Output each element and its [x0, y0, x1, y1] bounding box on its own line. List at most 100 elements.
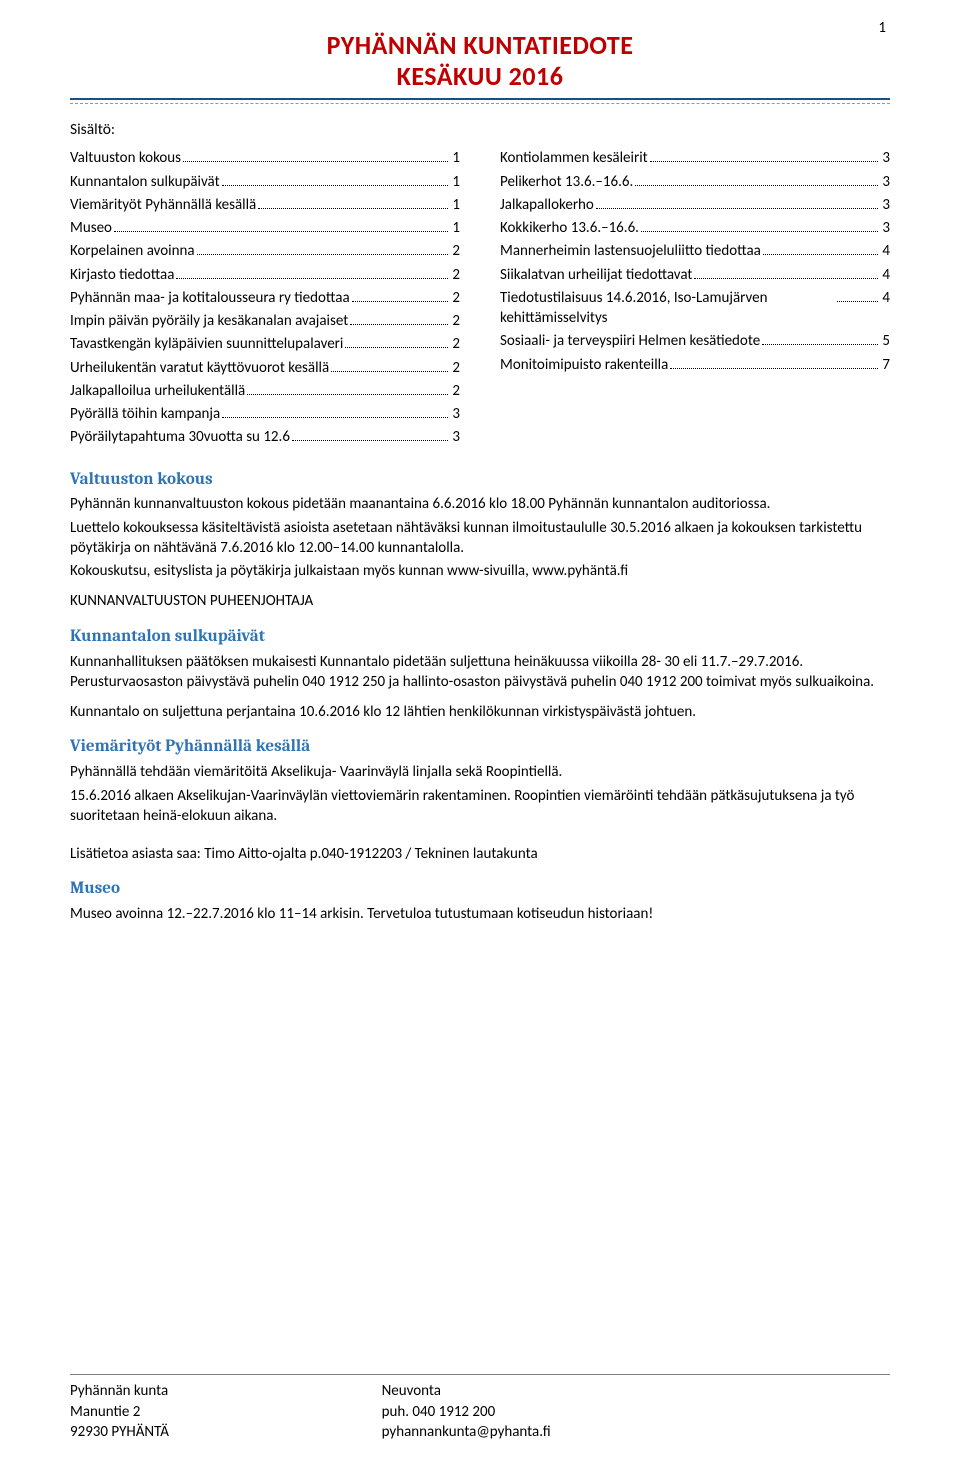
- toc-label: Sisältö:: [70, 120, 890, 141]
- toc-entry-label: Kontiolammen kesäleirit: [500, 148, 648, 168]
- body-text: Pyhännällä tehdään viemäritöitä Akseliku…: [70, 762, 890, 782]
- toc-entry-label: Pyörällä töihin kampanja: [70, 404, 220, 424]
- toc-entry-label: Korpelainen avoinna: [70, 241, 195, 261]
- toc-entry-page: 3: [882, 148, 890, 168]
- toc-leader-dots: [352, 301, 449, 302]
- toc-entry-label: Jalkapalloilua urheilukentällä: [70, 381, 245, 401]
- toc-entry-page: 2: [452, 265, 460, 285]
- toc-entry[interactable]: Mannerheimin lastensuojeluliitto tiedott…: [500, 241, 890, 261]
- toc-leader-dots: [258, 208, 448, 209]
- toc-entry-label: Tiedotustilaisuus 14.6.2016, Iso-Lamujär…: [500, 288, 835, 329]
- toc-entry-page: 1: [452, 218, 460, 238]
- toc-leader-dots: [345, 347, 448, 348]
- footer-address1: Manuntie 2: [70, 1402, 382, 1422]
- toc-entry-page: 3: [882, 172, 890, 192]
- toc-entry[interactable]: Siikalatvan urheilijat tiedottavat 4: [500, 265, 890, 285]
- toc-entry-label: Jalkapallokerho: [500, 195, 594, 215]
- toc-entry-page: 4: [882, 241, 890, 261]
- toc-column-right: Kontiolammen kesäleirit3Pelikerhot 13.6.…: [500, 145, 890, 450]
- toc-entry-page: 3: [882, 218, 890, 238]
- toc-entry-label: Monitoimipuisto rakenteilla: [500, 355, 668, 375]
- toc-leader-dots: [596, 208, 879, 209]
- toc-entry-label: Pyhännän maa- ja kotitalousseura ry tied…: [70, 288, 350, 308]
- toc-leader-dots: [176, 278, 448, 279]
- toc-entry-label: Museo: [70, 218, 112, 238]
- toc-leader-dots: [114, 231, 448, 232]
- footer-address2: 92930 PYHÄNTÄ: [70, 1422, 382, 1442]
- toc-leader-dots: [222, 417, 448, 418]
- section-title-viemari: Viemärityöt Pyhännällä kesällä: [70, 736, 890, 759]
- toc-entry-page: 2: [452, 241, 460, 261]
- toc-entry-page: 4: [882, 288, 890, 308]
- toc-leader-dots: [197, 254, 449, 255]
- toc-entry[interactable]: Monitoimipuisto rakenteilla 7: [500, 355, 890, 375]
- toc-entry[interactable]: Pelikerhot 13.6.–16.6. 3: [500, 172, 890, 192]
- toc-entry-page: 4: [882, 265, 890, 285]
- toc-entry[interactable]: Tiedotustilaisuus 14.6.2016, Iso-Lamujär…: [500, 288, 890, 329]
- toc-column-left: Valtuuston kokous1Kunnantalon sulkupäivä…: [70, 145, 460, 450]
- toc-entry[interactable]: Viemärityöt Pyhännällä kesällä1: [70, 195, 460, 215]
- toc-entry-label: Valtuuston kokous: [70, 148, 181, 168]
- signoff: KUNNANVALTUUSTON PUHEENJOHTAJA: [70, 591, 890, 611]
- toc-entry[interactable]: Jalkapallokerho3: [500, 195, 890, 215]
- toc-entry-page: 2: [452, 311, 460, 331]
- toc-entry-label: Kirjasto tiedottaa: [70, 265, 174, 285]
- toc-entry[interactable]: Museo 1: [70, 218, 460, 238]
- toc-entry-page: 2: [452, 358, 460, 378]
- footer-email: pyhannankunta@pyhanta.fi: [382, 1422, 890, 1442]
- toc-entry[interactable]: Impin päivän pyöräily ja kesäkanalan ava…: [70, 311, 460, 331]
- toc-entry[interactable]: Kokkikerho 13.6.–16.6.3: [500, 218, 890, 238]
- footer-rule: [70, 1374, 890, 1375]
- toc-leader-dots: [694, 278, 878, 279]
- body-text: Kokouskutsu, esityslista ja pöytäkirja j…: [70, 561, 890, 581]
- header-rule-thin: [70, 103, 890, 104]
- toc-entry[interactable]: Jalkapalloilua urheilukentällä 2: [70, 381, 460, 401]
- toc-entry[interactable]: Kirjasto tiedottaa 2: [70, 265, 460, 285]
- toc-entry[interactable]: Sosiaali- ja terveyspiiri Helmen kesätie…: [500, 331, 890, 351]
- toc-entry[interactable]: Pyöräilytapahtuma 30vuotta su 12.6 3: [70, 427, 460, 447]
- toc-entry-page: 5: [882, 331, 890, 351]
- toc-leader-dots: [670, 368, 878, 369]
- toc-entry-label: Siikalatvan urheilijat tiedottavat: [500, 265, 692, 285]
- toc-entry-label: Mannerheimin lastensuojeluliitto tiedott…: [500, 241, 761, 261]
- toc-entry-label: Sosiaali- ja terveyspiiri Helmen kesätie…: [500, 331, 760, 351]
- title-line1: PYHÄNNÄN KUNTATIEDOTE: [70, 30, 890, 61]
- footer-center: Neuvonta puh. 040 1912 200 pyhannankunta…: [382, 1381, 890, 1442]
- toc-leader-dots: [292, 440, 448, 441]
- page-footer: Pyhännän kunta Manuntie 2 92930 PYHÄNTÄ …: [70, 1374, 890, 1442]
- toc-entry-page: 3: [452, 427, 460, 447]
- toc-entry-page: 7: [882, 355, 890, 375]
- body-text: 15.6.2016 alkaen Akselikujan-Vaarinväylä…: [70, 786, 890, 827]
- toc-entry-page: 1: [452, 195, 460, 215]
- header-rule-thick: [70, 98, 890, 100]
- toc-entry-label: Tavastkengän kyläpäivien suunnittelupala…: [70, 334, 343, 354]
- toc-entry[interactable]: Kunnantalon sulkupäivät1: [70, 172, 460, 192]
- toc-entry-label: Pyöräilytapahtuma 30vuotta su 12.6: [70, 427, 290, 447]
- toc-entry[interactable]: Valtuuston kokous 1: [70, 148, 460, 168]
- body-text: Luettelo kokouksessa käsiteltävistä asio…: [70, 518, 890, 559]
- toc-entry[interactable]: Urheilukentän varatut käyttövuorot kesäl…: [70, 358, 460, 378]
- toc-entry[interactable]: Pyörällä töihin kampanja3: [70, 404, 460, 424]
- toc-entry[interactable]: Tavastkengän kyläpäivien suunnittelupala…: [70, 334, 460, 354]
- body-text: Kunnantalo on suljettuna perjantaina 10.…: [70, 702, 890, 722]
- toc-entry-page: 2: [452, 334, 460, 354]
- body-text: Museo avoinna 12.–22.7.2016 klo 11–14 ar…: [70, 904, 890, 924]
- body-text: Pyhännän kunnanvaltuuston kokous pidetää…: [70, 494, 890, 514]
- toc-leader-dots: [837, 301, 878, 302]
- toc-leader-dots: [331, 371, 448, 372]
- toc-entry[interactable]: Pyhännän maa- ja kotitalousseura ry tied…: [70, 288, 460, 308]
- toc-entry[interactable]: Korpelainen avoinna 2: [70, 241, 460, 261]
- title-line2: KESÄKUU 2016: [70, 61, 890, 92]
- footer-org: Pyhännän kunta: [70, 1381, 382, 1401]
- toc-entry[interactable]: Kontiolammen kesäleirit 3: [500, 148, 890, 168]
- page-number: 1: [878, 18, 886, 38]
- footer-dept: Neuvonta: [382, 1381, 890, 1401]
- toc-entry-page: 1: [452, 148, 460, 168]
- table-of-contents: Valtuuston kokous1Kunnantalon sulkupäivä…: [70, 145, 890, 450]
- toc-entry-label: Pelikerhot 13.6.–16.6.: [500, 172, 633, 192]
- toc-entry-page: 1: [452, 172, 460, 192]
- body-text: Lisätietoa asiasta saa: Timo Aitto-ojalt…: [70, 844, 890, 864]
- toc-leader-dots: [350, 324, 448, 325]
- toc-leader-dots: [183, 161, 448, 162]
- toc-entry-page: 2: [452, 381, 460, 401]
